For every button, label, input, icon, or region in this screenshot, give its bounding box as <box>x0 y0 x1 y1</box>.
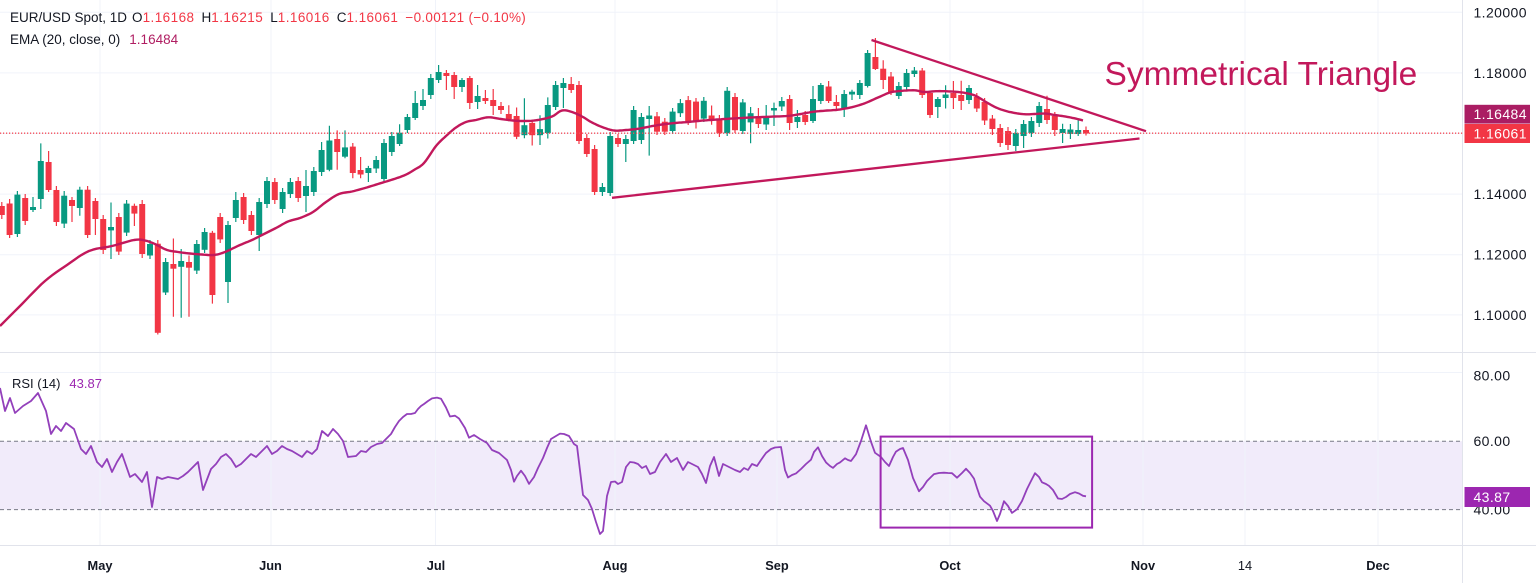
svg-text:1.16484: 1.16484 <box>1474 106 1527 122</box>
svg-text:Dec: Dec <box>1366 558 1389 573</box>
svg-text:Aug: Aug <box>603 558 628 573</box>
svg-text:1.18000: 1.18000 <box>1474 65 1527 81</box>
svg-text:May: May <box>88 558 114 573</box>
svg-text:1.14000: 1.14000 <box>1474 186 1527 202</box>
svg-text:1.10000: 1.10000 <box>1474 307 1527 323</box>
svg-text:14: 14 <box>1238 558 1252 573</box>
svg-text:RSI (14)43.87: RSI (14) 43.87 <box>12 376 102 391</box>
svg-text:60.00: 60.00 <box>1474 433 1511 449</box>
svg-text:43.87: 43.87 <box>1474 489 1511 505</box>
svg-text:80.00: 80.00 <box>1474 367 1511 383</box>
svg-text:EMA (20, close, 0)1.16484: EMA (20, close, 0) 1.16484 <box>10 32 179 47</box>
svg-text:Jul: Jul <box>427 558 446 573</box>
svg-text:Symmetrical Triangle: Symmetrical Triangle <box>1105 56 1418 93</box>
svg-text:Oct: Oct <box>939 558 961 573</box>
svg-text:Nov: Nov <box>1131 558 1156 573</box>
svg-text:1.20000: 1.20000 <box>1474 4 1527 20</box>
svg-text:1.12000: 1.12000 <box>1474 247 1527 263</box>
svg-text:1.16061: 1.16061 <box>1474 126 1527 142</box>
svg-text:Jun: Jun <box>259 558 282 573</box>
svg-text:Sep: Sep <box>765 558 789 573</box>
